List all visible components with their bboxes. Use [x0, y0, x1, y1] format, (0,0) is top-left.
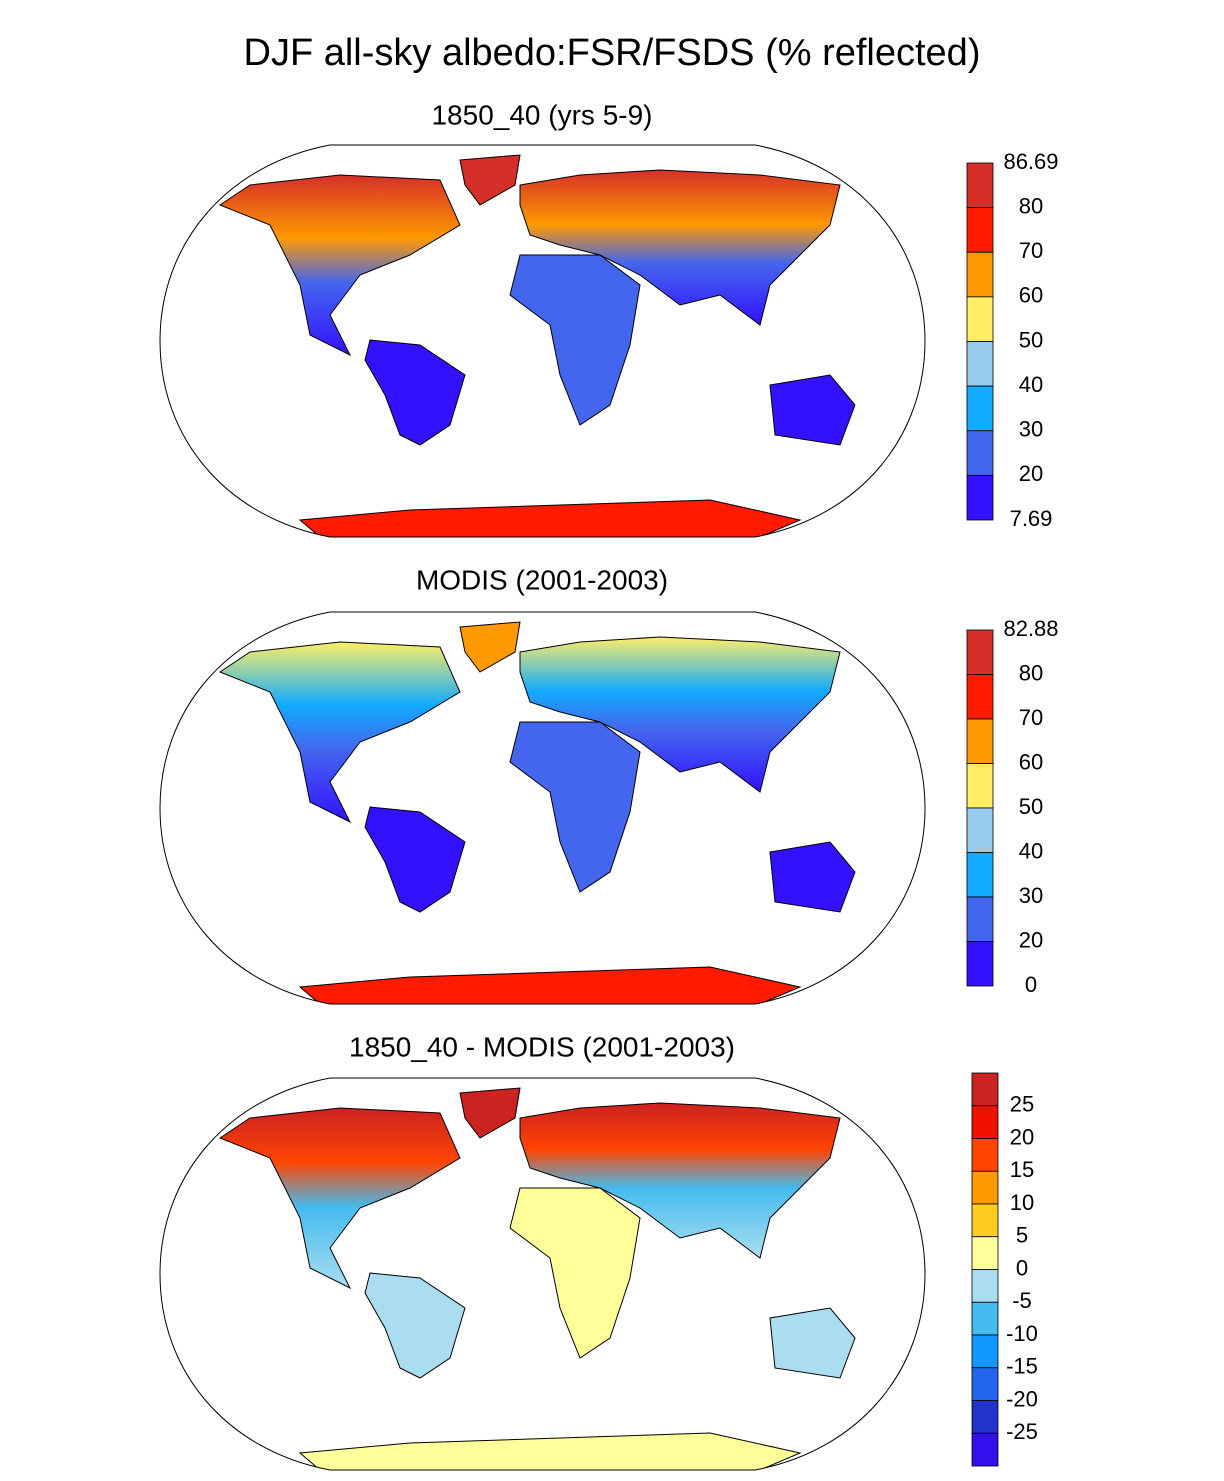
colorbar-label: 30	[1019, 417, 1043, 442]
colorbar-label: -20	[1006, 1386, 1038, 1411]
colorbar-label: 25	[1010, 1092, 1034, 1117]
colorbar-segment	[966, 296, 994, 342]
colorbar-segment	[971, 1170, 999, 1205]
continent	[519, 169, 841, 326]
colorbar-label: 15	[1010, 1157, 1034, 1182]
continent	[218, 174, 461, 357]
colorbar-label: 40	[1019, 838, 1043, 863]
continent	[769, 374, 856, 446]
colorbar-label: 86.69	[1003, 149, 1058, 174]
continent	[218, 641, 461, 824]
colorbar-label: 30	[1019, 883, 1043, 908]
colorbar-segment	[966, 941, 994, 987]
colorbar-segment	[966, 474, 994, 521]
continent	[364, 806, 466, 913]
colorbar-segment	[971, 1269, 999, 1303]
colorbar-label: 80	[1019, 193, 1043, 218]
land	[218, 154, 856, 537]
continent	[459, 154, 521, 206]
panel-title: 1850_40 (yrs 5-9)	[431, 99, 652, 130]
continent	[364, 1272, 466, 1379]
colorbar-segment	[971, 1105, 999, 1139]
colorbar-segment	[966, 341, 994, 387]
colorbar-label: 20	[1019, 927, 1043, 952]
colorbar-segment	[971, 1432, 999, 1467]
colorbar-label: 40	[1019, 372, 1043, 397]
continent	[519, 1102, 841, 1259]
panel-title: MODIS (2001-2003)	[416, 564, 668, 595]
continent	[298, 499, 802, 537]
continent	[769, 1307, 856, 1379]
colorbar-segment	[966, 896, 994, 942]
continent	[509, 254, 641, 426]
colorbar-label: 80	[1019, 660, 1043, 685]
colorbar-label: 50	[1019, 794, 1043, 819]
colorbar-segment	[971, 1203, 999, 1238]
colorbar-segment	[966, 807, 994, 853]
continent	[509, 1187, 641, 1359]
colorbar-segment	[971, 1400, 999, 1434]
continent	[364, 339, 466, 446]
colorbar-label: 5	[1016, 1223, 1028, 1248]
colorbar-segment	[971, 1138, 999, 1172]
map	[159, 144, 926, 538]
continent	[519, 636, 841, 793]
colorbar-segment	[966, 852, 994, 898]
colorbar-label: -25	[1006, 1419, 1038, 1444]
colorbar-label: 10	[1010, 1190, 1034, 1215]
colorbar-label: -10	[1006, 1321, 1038, 1346]
colorbar-segment	[966, 763, 994, 809]
panel-title: 1850_40 - MODIS (2001-2003)	[349, 1031, 735, 1062]
colorbar-segment	[966, 674, 994, 720]
colorbar-label: 70	[1019, 238, 1043, 263]
land	[218, 621, 856, 1004]
colorbar-segment	[966, 251, 994, 298]
map	[159, 611, 926, 1005]
colorbar-label: 70	[1019, 705, 1043, 730]
land	[218, 1087, 856, 1470]
colorbar-label: 0	[1025, 972, 1037, 997]
colorbar-label: 20	[1019, 461, 1043, 486]
colorbar-segment	[971, 1334, 999, 1369]
colorbar-segment	[971, 1301, 999, 1336]
continent	[218, 1107, 461, 1290]
colorbar-label: -15	[1006, 1354, 1038, 1379]
colorbar-segment	[966, 207, 994, 253]
colorbar-label: 20	[1010, 1124, 1034, 1149]
map	[159, 1077, 926, 1471]
colorbar-label: 82.88	[1003, 616, 1058, 641]
colorbar-label: 0	[1016, 1255, 1028, 1280]
colorbar-segment	[966, 385, 994, 432]
figure-title: DJF all-sky albedo:FSR/FSDS (% reflected…	[244, 32, 981, 74]
continent	[298, 1432, 802, 1470]
colorbar-label: -5	[1012, 1288, 1032, 1313]
colorbar-segment	[971, 1072, 999, 1107]
continent	[298, 966, 802, 1004]
colorbar-segment	[966, 718, 994, 764]
colorbar-segment	[966, 430, 994, 476]
colorbar-label: 60	[1019, 283, 1043, 308]
continent	[459, 621, 521, 673]
map-outline	[159, 144, 926, 538]
colorbar-label: 60	[1019, 749, 1043, 774]
colorbar-segment	[971, 1236, 999, 1270]
map-outline	[159, 611, 926, 1005]
colorbar-segment	[966, 162, 994, 209]
continent	[509, 721, 641, 893]
colorbar-label: 50	[1019, 327, 1043, 352]
map-outline	[159, 1077, 926, 1471]
continent	[769, 841, 856, 913]
colorbar-segment	[971, 1367, 999, 1401]
colorbar-segment	[966, 629, 994, 675]
colorbar-label: 7.69	[1010, 506, 1053, 531]
continent	[459, 1087, 521, 1139]
